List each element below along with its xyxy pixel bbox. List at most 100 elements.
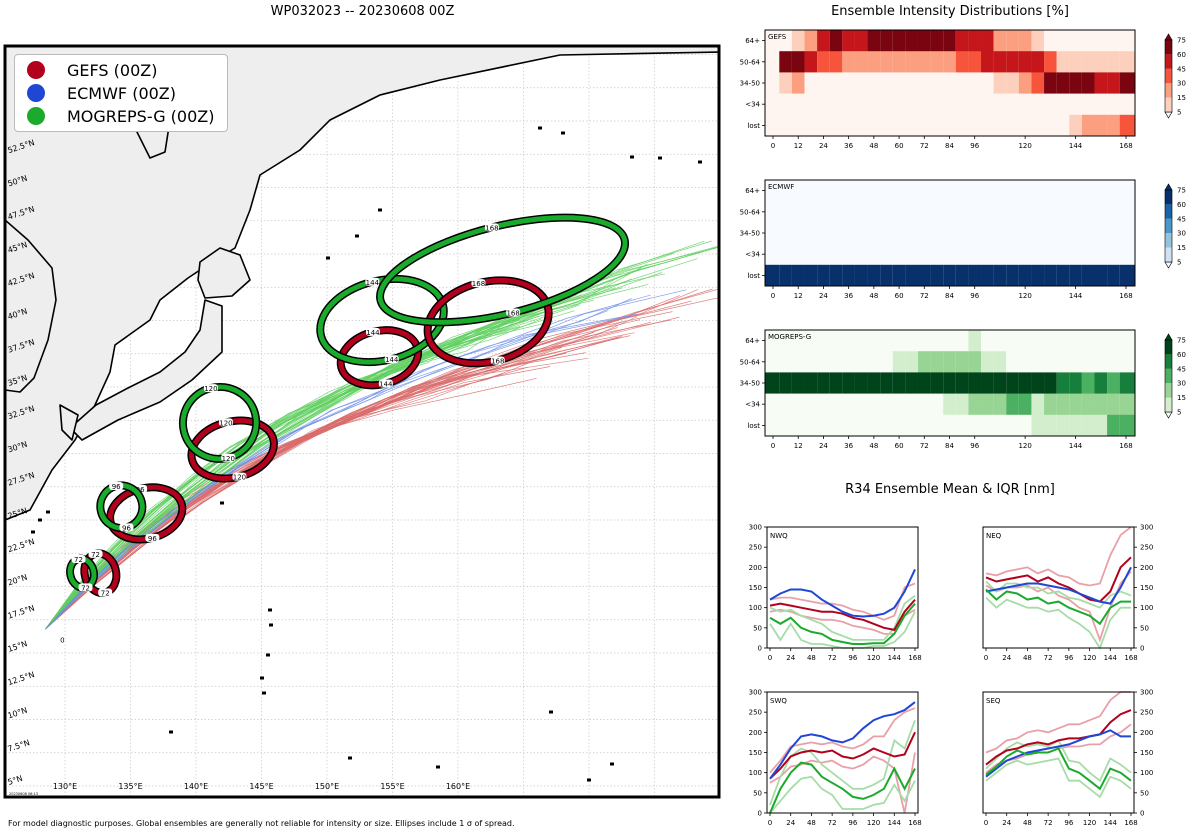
heatmap-cell <box>917 222 931 244</box>
latitude-label: 5°N <box>7 774 24 787</box>
mean-line-gefs <box>769 598 916 632</box>
lead-hour-label: 24 <box>819 142 828 150</box>
radius-tick-label: 50 <box>753 789 762 797</box>
iqr-line <box>769 594 916 641</box>
intensity-category-label: 34-50 <box>740 80 760 88</box>
heatmap-cell <box>1056 372 1070 394</box>
r34-quadrant-title: SEQ <box>986 697 1001 705</box>
heatmap-cell <box>791 243 805 266</box>
lead-hour-label: 168 <box>1124 819 1137 827</box>
heatmap-cell <box>817 201 830 223</box>
heatmap-cell <box>1006 180 1019 202</box>
heatmap-cell <box>917 414 931 437</box>
colorbar-segment <box>1165 383 1172 398</box>
heatmap-cell <box>765 72 780 94</box>
lead-hour-label: 24 <box>786 819 795 827</box>
heatmap-cell <box>1031 330 1045 352</box>
heatmap-cell <box>905 201 918 223</box>
colorbar-bottom-arrow <box>1164 261 1173 269</box>
radius-tick-label: 250 <box>749 709 762 717</box>
heatmap-cell <box>1006 414 1019 437</box>
heatmap-cell <box>1031 72 1045 94</box>
heatmap-cell <box>1006 351 1019 373</box>
heatmap-cell <box>1018 201 1032 223</box>
heatmap-cell <box>779 201 792 223</box>
heatmap-cell <box>930 372 944 394</box>
heatmap-cell <box>1018 114 1032 137</box>
lead-hour-label: 60 <box>895 142 904 150</box>
heatmap-cell <box>930 264 944 287</box>
mean-line-ecmwf <box>985 729 1131 778</box>
heatmap-cell <box>943 180 956 202</box>
intensity-category-label: 50-64 <box>740 208 761 216</box>
heatmap-cell <box>1119 180 1135 202</box>
heatmap-cell <box>1056 180 1070 202</box>
radius-tick-label: 150 <box>749 584 762 592</box>
heatmap-cell <box>981 93 994 116</box>
ellipse-hour-label: 168 <box>506 310 519 318</box>
lead-hour-label: 0 <box>771 292 775 300</box>
lead-hour-label: 144 <box>1104 654 1118 662</box>
r34-quadrant-title: NWQ <box>770 532 788 540</box>
heatmap-cell <box>905 222 918 244</box>
colorbar-tick-label: 75 <box>1177 337 1186 345</box>
mean-line-ecmwf <box>985 566 1132 605</box>
legend-item-ecmwf: ECMWF (00Z) <box>27 82 176 104</box>
heatmap-cell <box>804 222 818 244</box>
colorbar-tick-label: 15 <box>1177 94 1186 102</box>
heatmap-cell <box>943 201 956 223</box>
heatmap-cell <box>1081 51 1095 73</box>
heatmap-cell <box>779 180 792 202</box>
heatmap-cell <box>804 414 818 437</box>
colorbar-segment <box>1165 40 1172 55</box>
heatmap-cell <box>993 330 1007 352</box>
island-marker <box>587 778 591 782</box>
heatmap-cell <box>943 393 956 416</box>
heatmap-cell <box>930 72 944 94</box>
lead-hour-label: 24 <box>786 654 795 662</box>
heatmap-cell <box>854 72 868 94</box>
heatmap-cell <box>930 201 944 223</box>
heatmap-cell <box>880 264 893 287</box>
heatmap-cell <box>892 351 906 373</box>
heatmap-cell <box>892 93 906 116</box>
ensemble-track-line <box>45 288 719 630</box>
island-marker <box>658 156 662 160</box>
heatmap-cell <box>842 51 855 73</box>
heatmap-cell <box>1094 243 1108 266</box>
heatmap-cell <box>930 114 944 137</box>
lead-hour-label: 48 <box>869 442 878 450</box>
heatmap-cell <box>867 93 881 116</box>
lead-hour-label: 84 <box>945 292 954 300</box>
heatmap-cell <box>854 264 868 287</box>
heatmap-cell <box>917 72 931 94</box>
mogreps-marker-icon <box>27 107 45 125</box>
heatmap-cell <box>765 51 780 73</box>
lead-hour-label: 120 <box>867 654 880 662</box>
heatmap-cell <box>867 243 881 266</box>
heatmap-cell <box>1018 330 1032 352</box>
heatmap-cell <box>1107 201 1120 223</box>
intensity-category-label: 64+ <box>745 37 760 45</box>
mean-line-mogreps-g <box>985 747 1132 791</box>
heatmap-cell <box>842 30 855 52</box>
island-marker <box>169 730 173 734</box>
heatmap-cell <box>765 243 780 266</box>
heatmap-title: MOGREPS-G <box>768 333 811 341</box>
heatmap-cell <box>1069 201 1082 223</box>
heatmap-cell <box>1119 372 1135 394</box>
heatmap-cell <box>955 264 969 287</box>
radius-tick-label: 100 <box>749 604 762 612</box>
heatmap-cell <box>1107 393 1120 416</box>
ellipse-hour-label-bg <box>384 355 399 364</box>
mean-line-ecmwf <box>769 701 916 780</box>
ellipse-hour-label: 96 <box>122 524 131 532</box>
heatmap-cell <box>1094 330 1108 352</box>
heatmap-cell <box>854 180 868 202</box>
heatmap-cell <box>817 114 830 137</box>
heatmap-cell <box>905 93 918 116</box>
island-marker <box>378 208 382 212</box>
intensity-category-label: 34-50 <box>740 230 760 238</box>
heatmap-cell <box>765 351 780 373</box>
radius-tick-label: 300 <box>749 524 762 532</box>
